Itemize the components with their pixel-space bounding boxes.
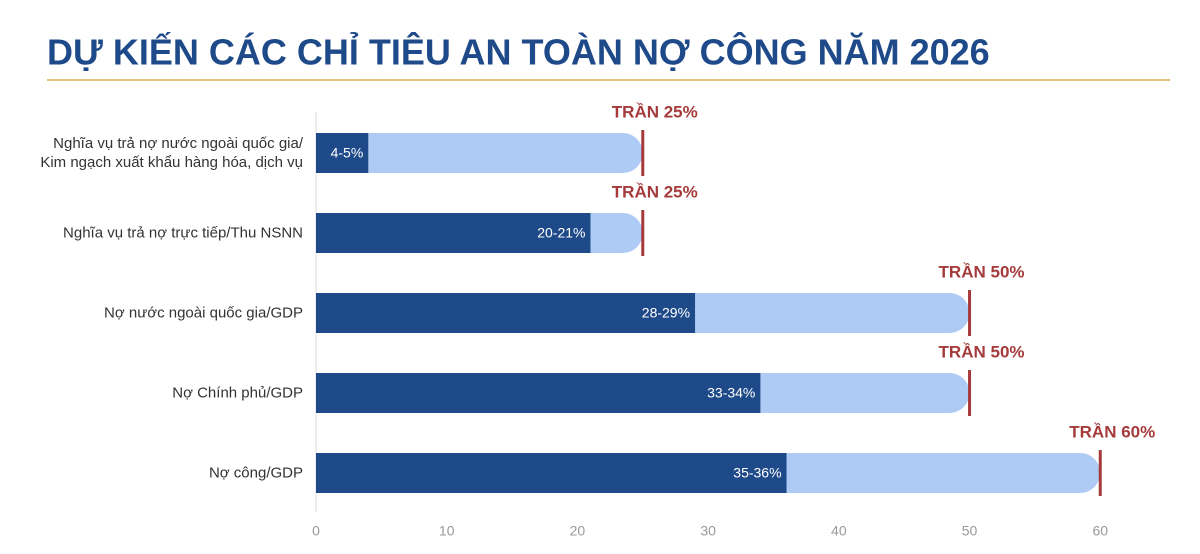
x-tick-label: 50 [962, 523, 978, 539]
value-label: 20-21% [537, 225, 585, 241]
ceiling-label: TRẦN 50% [939, 342, 1025, 361]
x-tick-label: 60 [1092, 523, 1108, 539]
category-label: Nghĩa vụ trả nợ nước ngoài quốc gia/ Kim… [40, 135, 303, 171]
x-tick-label: 10 [439, 523, 455, 539]
category-label: Nợ Chính phủ/GDP [172, 384, 303, 402]
value-label: 4-5% [331, 145, 364, 161]
category-label: Nợ nước ngoài quốc gia/GDP [104, 304, 303, 322]
x-tick-label: 30 [700, 523, 716, 539]
value-label: 33-34% [707, 385, 755, 401]
x-tick-label: 40 [831, 523, 847, 539]
value-label: 28-29% [642, 305, 690, 321]
bar [316, 213, 591, 253]
ceiling-label: TRẦN 60% [1069, 422, 1155, 441]
ceiling-bar [316, 133, 643, 173]
ceiling-label: TRẦN 25% [612, 182, 698, 201]
bar [316, 373, 761, 413]
bar [316, 453, 787, 493]
ceiling-label: TRẦN 50% [939, 262, 1025, 281]
category-label: Nghĩa vụ trả nợ trực tiếp/Thu NSNN [63, 224, 303, 242]
x-tick-label: 0 [312, 523, 320, 539]
chart-title: DỰ KIẾN CÁC CHỈ TIÊU AN TOÀN NỢ CÔNG NĂM… [47, 31, 990, 73]
bar [316, 133, 369, 173]
bar [316, 293, 696, 333]
x-tick-label: 20 [570, 523, 586, 539]
ceiling-label: TRẦN 25% [612, 102, 698, 121]
category-label: Nợ công/GDP [208, 464, 303, 482]
value-label: 35-36% [733, 465, 781, 481]
